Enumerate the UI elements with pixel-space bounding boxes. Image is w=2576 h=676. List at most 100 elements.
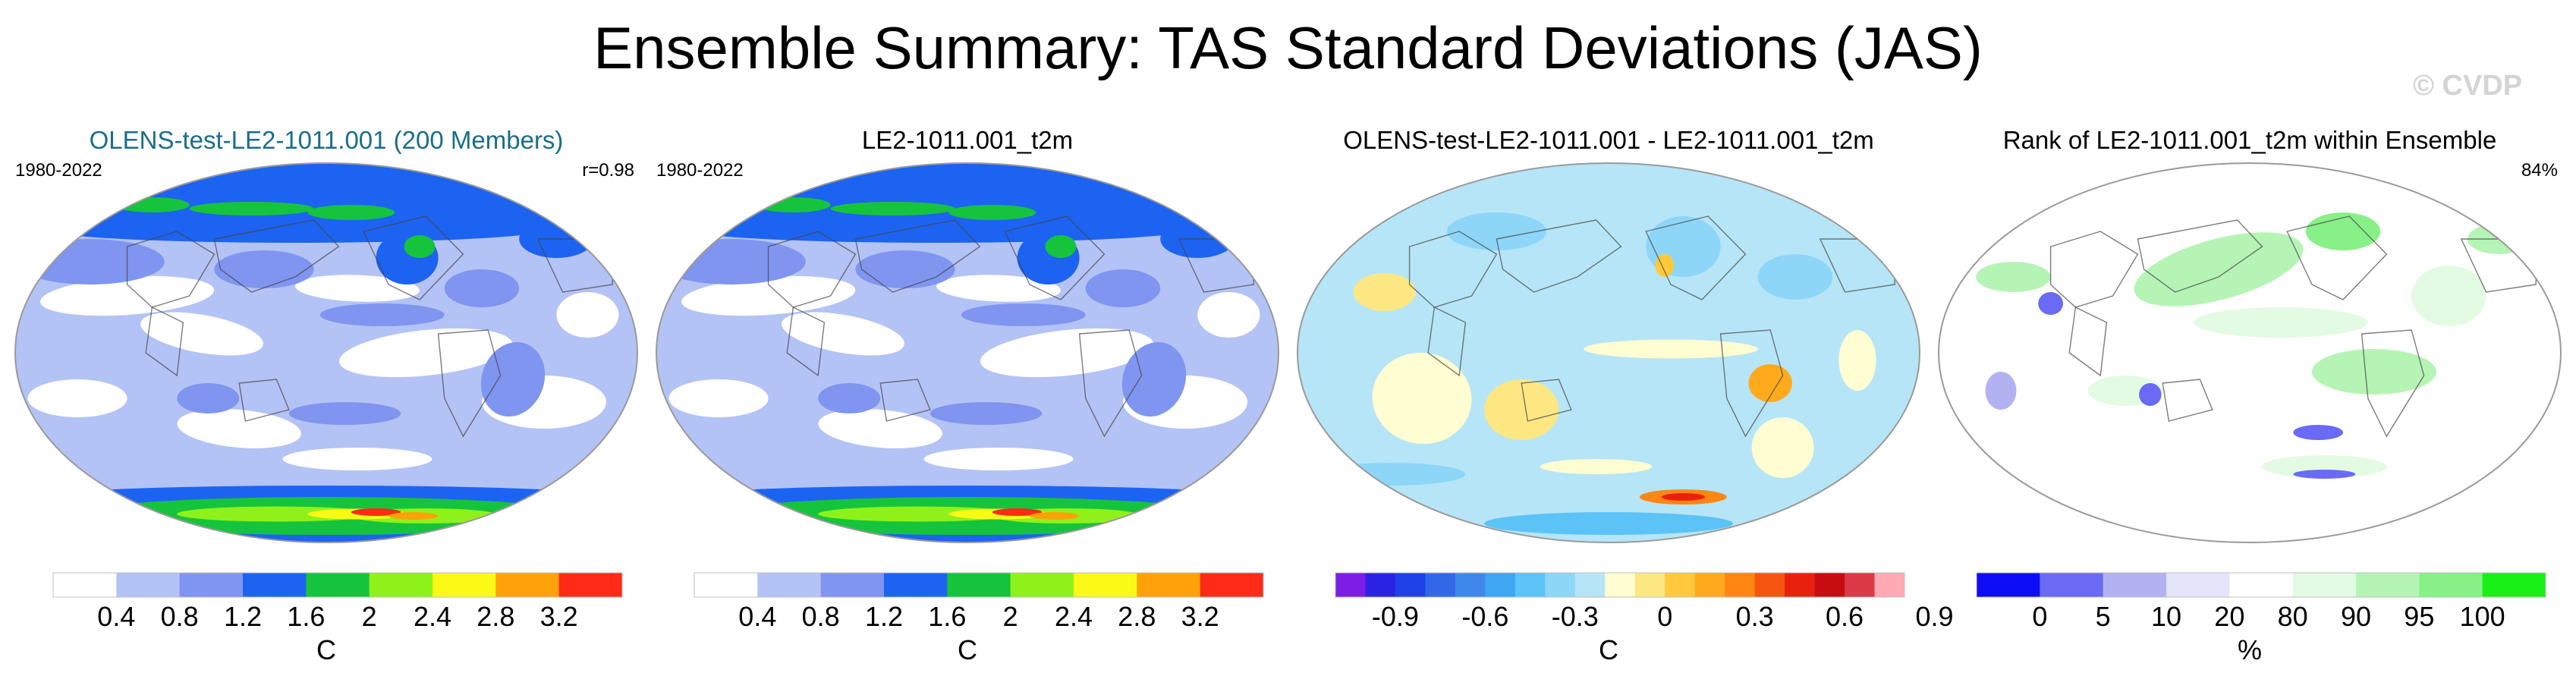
figure-title: Ensemble Summary: TAS Standard Deviation…: [593, 14, 1983, 81]
colorbar-swatch: [1725, 573, 1756, 597]
colorbar-swatch: [2103, 573, 2167, 597]
units-label: C: [316, 634, 336, 665]
map-border: [14, 162, 638, 543]
panel-2: LE2-1011.001_t2m 1980-2022 0.4 0.8 1.2 1.6 2 2.…: [656, 126, 1279, 665]
colorbar-tick-label: 0.8: [802, 601, 840, 632]
colorbar-tick-label: 5: [2096, 601, 2111, 632]
panel-title: LE2-1011.001_t2m: [862, 126, 1073, 154]
colorbar-tick-label: 90: [2341, 601, 2371, 632]
colorbar-tick-label: 1.2: [224, 601, 262, 632]
panel-3: OLENS-test-LE2-1011.001 - LE2-1011.001_t…: [1297, 126, 1953, 665]
colorbar-tick-label: 0.4: [738, 601, 776, 632]
colorbar-tick-label: 1.2: [865, 601, 903, 632]
panel-title: OLENS-test-LE2-1011.001 (200 Members): [90, 126, 564, 154]
colorbar-swatch: [1485, 573, 1516, 597]
colorbar-tick-label: 2.8: [1118, 601, 1156, 632]
map-border: [656, 162, 1279, 543]
colorbar-swatch: [1845, 573, 1876, 597]
colorbar: 0.4 0.8 1.2 1.6 2 2.4 2.8 3.2 C: [694, 572, 1264, 665]
colorbar-swatch: [243, 573, 307, 597]
units-label: C: [1599, 634, 1618, 665]
colorbar-swatch: [1814, 573, 1845, 597]
colorbar-tick-label: 100: [2460, 601, 2505, 632]
colorbar-swatch: [1874, 573, 1905, 597]
map-field: [656, 163, 1279, 542]
colorbar-swatch: [1137, 573, 1201, 597]
colorbar-swatch: [2419, 573, 2483, 597]
colorbar-tick-label: 0: [1657, 601, 1672, 632]
map-border: [1297, 162, 1920, 543]
colorbar: 0.4 0.8 1.2 1.6 2 2.4 2.8 3.2 C: [52, 572, 623, 665]
colorbar-swatch: [116, 573, 181, 597]
colorbar-tick-label: -0.3: [1552, 601, 1599, 632]
colorbar-tick-label: 2.4: [1055, 601, 1093, 632]
colorbar-swatch: [53, 573, 117, 597]
colorbar-swatch: [432, 573, 496, 597]
colorbar-swatch: [1365, 573, 1396, 597]
colorbar-tick-label: 20: [2214, 601, 2244, 632]
colorbar-tick-label: 3.2: [540, 601, 578, 632]
panel-1: OLENS-test-LE2-1011.001 (200 Members) 198…: [14, 126, 638, 665]
colorbar-tick-label: 2: [362, 601, 377, 632]
period-label: 1980-2022: [15, 160, 102, 181]
colorbar-swatch: [2482, 573, 2546, 597]
colorbar-tick-label: -0.9: [1372, 601, 1419, 632]
colorbar-tick-label: 1.6: [928, 601, 966, 632]
colorbar-swatch: [2229, 573, 2294, 597]
colorbar-tick-label: 0.3: [1736, 601, 1774, 632]
units-label: C: [958, 634, 977, 665]
panel-4: Rank of LE2-1011.001_t2m within Ensemble…: [1938, 126, 2562, 665]
colorbar-tick-label: 0: [2032, 601, 2047, 632]
colorbar-swatch: [947, 573, 1011, 597]
colorbar-tick-label: -0.6: [1461, 601, 1508, 632]
colorbar-tick-label: 1.6: [287, 601, 325, 632]
colorbar-swatch: [1665, 573, 1696, 597]
colorbar-swatch: [2040, 573, 2104, 597]
period-label: 1980-2022: [656, 160, 744, 181]
colorbar-swatch: [820, 573, 885, 597]
colorbar-swatch: [1574, 573, 1606, 597]
colorbar-swatch: [1514, 573, 1546, 597]
stat-label: r=0.98: [582, 160, 634, 181]
colorbar-tick-label: 2.8: [477, 601, 514, 632]
colorbar-swatch: [558, 573, 623, 597]
colorbar-swatch: [1545, 573, 1576, 597]
map-border: [1938, 162, 2562, 543]
colorbar-swatch: [2166, 573, 2230, 597]
colorbar-tick-label: 3.2: [1181, 601, 1219, 632]
colorbar-swatch: [1395, 573, 1426, 597]
colorbar-swatch: [2356, 573, 2420, 597]
colorbar-swatch: [306, 573, 370, 597]
colorbar-swatch: [2292, 573, 2357, 597]
colorbar-tick-label: 0.8: [161, 601, 199, 632]
colorbar: -0.9 -0.6 -0.3 0 0.3 0.6 0.9 C: [1335, 572, 1953, 665]
map-field: [1297, 163, 1920, 542]
colorbar-tick-label: 2.4: [414, 601, 451, 632]
colorbar-swatch: [1455, 573, 1486, 597]
colorbar-swatch: [694, 573, 758, 597]
colorbar-tick-label: 2: [1003, 601, 1018, 632]
stat-label: 84%: [2521, 160, 2558, 181]
colorbar-swatch: [1634, 573, 1665, 597]
units-label: %: [2238, 634, 2262, 665]
colorbar-swatch: [495, 573, 560, 597]
colorbar-swatch: [1977, 573, 2040, 597]
colorbar-tick-label: 0.6: [1826, 601, 1864, 632]
colorbar-swatch: [884, 573, 948, 597]
colorbar-swatch: [1335, 573, 1366, 597]
colorbar-swatch: [1785, 573, 1816, 597]
panel-title: Rank of LE2-1011.001_t2m within Ensemble: [2003, 126, 2497, 154]
colorbar-swatch: [1074, 573, 1137, 597]
colorbar: 0 5 10 20 80 90 95 100%: [1976, 572, 2546, 665]
colorbar-swatch: [1754, 573, 1785, 597]
colorbar-tick-label: 0.4: [97, 601, 135, 632]
colorbar-swatch: [1694, 573, 1725, 597]
colorbar-tick-label: 95: [2404, 601, 2434, 632]
map-field: [15, 163, 637, 542]
colorbar-tick-label: 80: [2278, 601, 2308, 632]
map-field: [1939, 163, 2561, 542]
colorbar-swatch: [1605, 573, 1636, 597]
cvdp-watermark: © CVDP: [2413, 70, 2523, 102]
colorbar-tick-label: 10: [2151, 601, 2181, 632]
